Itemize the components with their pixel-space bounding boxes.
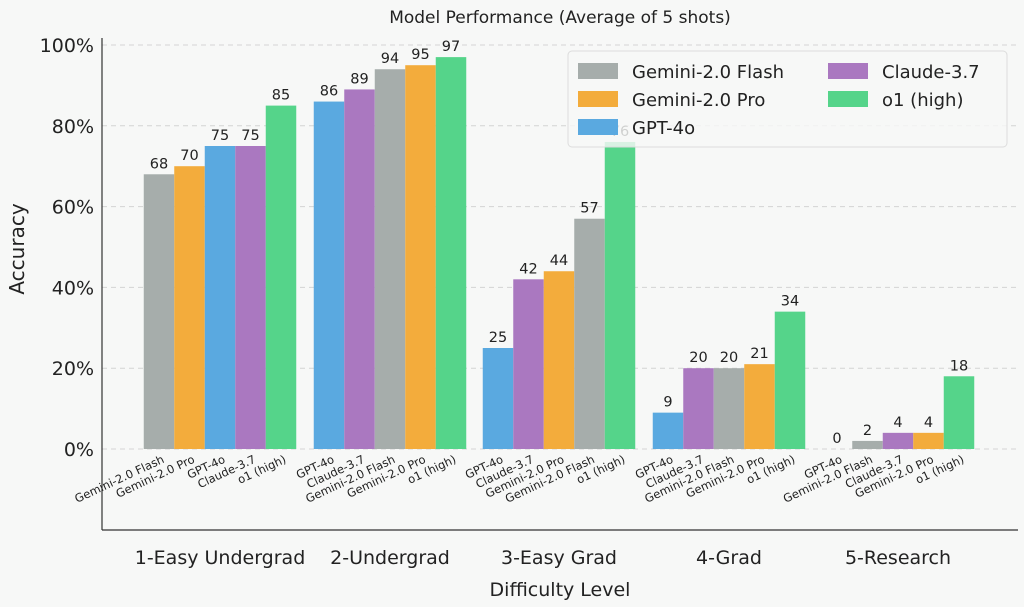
bar (435, 57, 467, 450)
bar (574, 218, 605, 449)
bar (943, 376, 975, 449)
axis-layer: 0% 20% 40% 60% 80% 100% 1-Easy Undergrad 2-Unde… (40, 35, 1018, 569)
bar (744, 364, 775, 449)
bar-value-label: 86 (320, 84, 338, 100)
bar (913, 432, 944, 449)
y-axis-label: Accuracy (5, 203, 29, 294)
bar (482, 348, 514, 449)
legend-swatch (578, 119, 618, 135)
bar-value-label: 0 (832, 431, 841, 447)
bar-value-label: 25 (489, 330, 507, 346)
bar-value-label: 57 (580, 201, 598, 217)
legend-label: Claude-3.7 (882, 62, 980, 83)
x-category-label: 2-Undergrad (330, 547, 450, 569)
bar (513, 279, 544, 449)
bar-value-label: 20 (689, 350, 707, 366)
bar-value-label: 21 (750, 346, 768, 362)
bar (143, 174, 175, 449)
y-tick-label: 20% (52, 358, 94, 380)
legend: Gemini-2.0 Flash Claude-3.7 Gemini-2.0 Pro… (567, 50, 1008, 148)
bar-value-label: 2 (863, 423, 872, 439)
bar (405, 65, 436, 449)
bar-value-label: 68 (150, 156, 168, 172)
bar (713, 368, 745, 449)
bar-value-label: 34 (781, 294, 799, 310)
bar (652, 412, 684, 449)
bar-value-label: 44 (550, 253, 568, 269)
bar-value-label: 18 (950, 358, 968, 374)
legend-label: GPT-4o (632, 118, 695, 139)
bar-value-label: 20 (720, 350, 738, 366)
y-tick-label: 100% (40, 35, 94, 57)
bar-value-label: 4 (893, 415, 902, 431)
x-axis-label: Difficulty Level (490, 579, 631, 601)
bar (235, 146, 266, 449)
legend-swatch (578, 63, 618, 79)
y-tick-label: 40% (52, 277, 94, 299)
bar (683, 368, 714, 449)
bar-value-label: 70 (180, 148, 198, 164)
legend-label: o1 (high) (882, 90, 963, 111)
bar (265, 105, 297, 449)
bar-value-label: 85 (272, 88, 290, 104)
legend-swatch (828, 91, 868, 107)
legend-swatch (578, 91, 618, 107)
bar (543, 271, 575, 449)
bar-value-label: 89 (350, 71, 368, 87)
bar (313, 101, 345, 449)
y-tick-label: 60% (52, 197, 94, 219)
bar (852, 440, 883, 449)
bar (344, 89, 375, 449)
bar (374, 69, 406, 450)
x-category-label: 3-Easy Grad (501, 547, 617, 569)
bar-value-label: 9 (663, 395, 672, 411)
legend-swatch (828, 63, 868, 79)
bar (882, 432, 914, 449)
bar (174, 166, 205, 449)
legend-label: Gemini-2.0 Pro (632, 90, 765, 111)
chart-title: Model Performance (Average of 5 shots) (389, 8, 731, 28)
y-tick-label: 0% (64, 439, 94, 461)
x-category-label: 5-Research (845, 547, 951, 569)
x-category-label: 1-Easy Undergrad (135, 547, 306, 569)
x-category-label: 4-Grad (696, 547, 762, 569)
y-tick-label: 80% (52, 116, 94, 138)
bar-value-label: 75 (211, 128, 229, 144)
bar-value-label: 94 (381, 51, 399, 67)
legend-box (567, 50, 1008, 148)
bar (204, 146, 236, 449)
bar (604, 141, 636, 449)
bar-value-label: 42 (519, 261, 537, 277)
bar (774, 311, 806, 449)
bar-value-label: 95 (411, 47, 429, 63)
bar-value-label: 75 (241, 128, 259, 144)
bar-value-label: 4 (924, 415, 933, 431)
bar-value-label: 97 (442, 39, 460, 55)
legend-label: Gemini-2.0 Flash (632, 62, 784, 83)
